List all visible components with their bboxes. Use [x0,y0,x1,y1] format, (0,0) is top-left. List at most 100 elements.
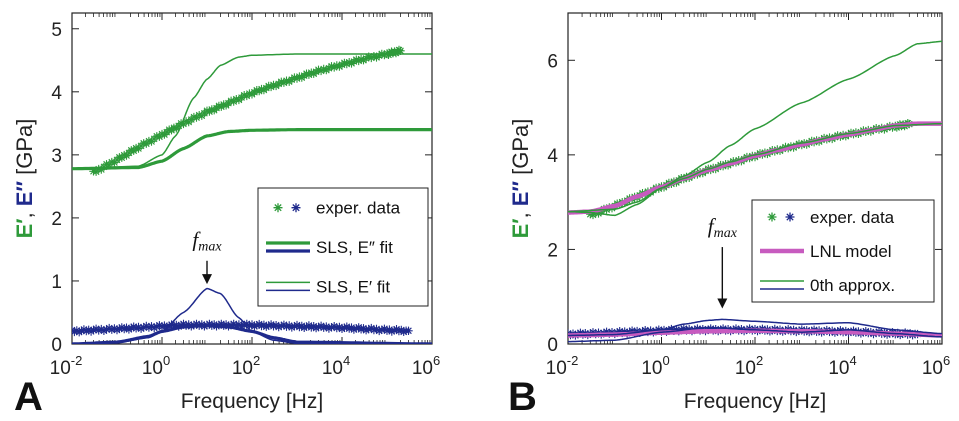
data-point-blue [242,319,251,329]
data-point-green [319,64,328,74]
data-point-blue [94,326,103,335]
legend-label: SLS, E″ fit [316,238,393,257]
y-tick-label: 0 [547,335,558,356]
data-point-blue [302,322,311,331]
data-point-blue [632,326,642,336]
data-point-blue [169,322,179,331]
y-axis-label-part: E″ [508,181,533,207]
x-tick-label: 102 [232,353,260,379]
series-0th-E-storage-lower [568,122,942,217]
data-point-green [361,54,371,63]
data-point-blue [361,326,371,335]
series-lnl-E-storage [568,121,942,215]
data-point-blue [144,323,154,332]
data-point-blue [184,320,193,329]
data-point-green [219,100,228,109]
data-point-green [369,52,379,61]
legend-marker-blue [291,203,301,213]
data-point-green [356,54,366,64]
data-point-blue [602,327,611,336]
data-point-green [586,210,595,219]
data-point-green [277,77,286,86]
data-point-blue [240,320,249,330]
data-point-green [340,58,349,68]
data-point-blue [349,325,359,334]
x-tick-label: 104 [322,353,350,379]
legend-marker-green [273,203,283,213]
data-point-blue [324,324,334,333]
data-point-blue [124,325,134,334]
legend-marker-green [767,212,777,222]
data-point-blue [295,322,304,332]
legend-marker-blue [785,212,795,222]
data-point-blue [232,321,241,330]
data-point-blue [327,323,336,332]
data-point-green [322,65,331,75]
data-point-green [245,89,254,98]
data-point-blue [356,325,366,334]
chart-panel-A: 10-2 100 102 104 106 0 1 2 3 4 5 E′, E″ [GPa] Freque… [12,12,440,419]
panel-label: A [14,375,43,419]
data-point-blue [679,324,688,333]
data-point-blue [75,328,84,337]
legend: exper. data SLS, E″ fit SLS, E′ fit [257,187,429,307]
data-point-blue [89,325,98,335]
data-point-green [252,86,261,95]
annotation-fmax: fmax [192,227,222,254]
data-point-green [207,105,216,114]
data-point-green [352,55,361,64]
data-point-blue [588,328,598,337]
data-point-green [282,76,291,85]
y-axis-label-part: [GPa] [508,119,533,181]
data-point-blue [262,322,271,331]
y-tick-label: 5 [51,20,62,41]
data-point-blue [404,326,413,335]
y-tick-label: 2 [51,209,62,230]
data-point-blue [120,324,129,334]
data-point-green [226,96,236,105]
data-point-blue [390,326,399,335]
data-point-blue [229,319,238,329]
y-axis-label-part: E′ [12,218,37,238]
data-point-blue [192,319,201,329]
chart-panel-B: 10-2 100 102 104 106 0 2 4 6 E′, E″ [GPa] Frequenc… [508,12,950,419]
y-axis-label-part: E′ [508,218,533,238]
x-axis-label: Frequency [Hz] [684,390,826,413]
plot-area [72,45,432,344]
y-axis-label-part: , [12,206,37,218]
data-point-blue [157,322,167,332]
data-point-blue [102,325,111,334]
y-tick-label: 0 [51,335,62,356]
data-point-blue [112,325,122,335]
x-tick-label: 106 [412,353,440,379]
data-point-blue [82,326,91,336]
series-0th-E-loss-a [568,318,942,337]
data-point-blue [607,328,617,337]
data-point-blue [287,323,296,332]
data-point-blue [364,324,373,334]
data-point-blue [641,326,650,335]
data-point-blue [72,327,79,337]
data-point-blue [394,326,404,336]
data-point-green [367,53,376,63]
plot-area [568,40,942,343]
data-point-blue [387,327,396,336]
data-point-blue [150,323,159,333]
data-point-green [396,46,405,55]
data-point-green [290,73,299,82]
x-tick-label: 102 [735,353,763,379]
panel-label: B [508,375,537,419]
data-point-blue [369,325,379,335]
data-point-green [264,81,273,91]
legend-label: exper. data [316,199,401,218]
legend-box [257,187,429,307]
data-point-blue [131,324,141,333]
data-point-green [240,91,249,100]
legend-label: SLS, E′ fit [316,277,390,296]
data-point-blue [250,322,259,331]
y-axis-label-part: [GPa] [12,119,37,181]
y-axis-label-part: , [508,206,533,218]
data-point-blue [269,322,278,331]
y-tick-label: 4 [547,146,558,167]
data-point-green [359,56,368,65]
